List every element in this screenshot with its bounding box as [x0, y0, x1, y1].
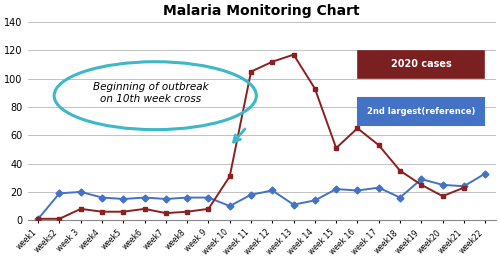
Title: Malaria Monitoring Chart: Malaria Monitoring Chart [164, 4, 360, 18]
Text: Beginning of outbreak
on 10th week cross: Beginning of outbreak on 10th week cross [93, 82, 209, 104]
Text: 2nd largest(reference): 2nd largest(reference) [366, 107, 475, 116]
FancyBboxPatch shape [358, 51, 484, 78]
FancyBboxPatch shape [358, 98, 484, 125]
Text: 2020 cases: 2020 cases [390, 59, 452, 69]
